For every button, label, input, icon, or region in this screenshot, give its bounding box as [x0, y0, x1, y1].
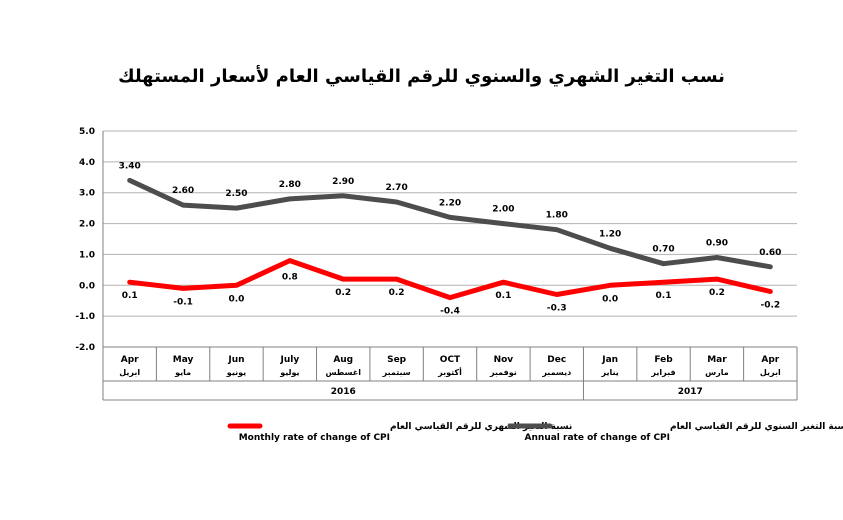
x-tick-label-ar: يوليو: [279, 368, 299, 377]
legend-annual-label-en: Annual rate of change of CPI: [525, 433, 670, 443]
series-layer: [127, 177, 773, 301]
x-tick-label-ar: ابريل: [119, 368, 140, 377]
chart-title: نسب التغير الشهري والسنوي للرقم القياسي …: [118, 66, 725, 87]
x-tick-label: OCT: [440, 355, 461, 365]
y-tick-label: 4.0: [79, 158, 95, 168]
annual-data-label: 3.40: [119, 161, 141, 171]
x-tick-label-ar: مارس: [705, 368, 729, 378]
x-tick-label: Sep: [387, 355, 407, 365]
y-tick-label: -1.0: [75, 312, 95, 322]
monthly-data-label: 0.1: [495, 291, 511, 301]
annual-data-label: 0.90: [706, 239, 728, 249]
x-tick-label-ar: ابريل: [760, 368, 781, 377]
monthly-data-label: 0.1: [122, 291, 138, 301]
y-tick-label: 3.0: [79, 189, 95, 199]
x-tick-label-ar: أكتوبر: [437, 367, 462, 377]
legend-monthly-label-ar: نسبة التغير الشهري للرقم القياسي العام: [390, 422, 572, 432]
x-tick-label: Mar: [707, 355, 727, 365]
x-tick-label: Apr: [121, 355, 139, 365]
monthly-data-label: -0.4: [440, 307, 460, 317]
annual-data-label: 1.20: [599, 229, 621, 239]
x-tick-label: May: [173, 355, 194, 365]
labels-layer: 3.40 2.60 2.50 2.80 2.90 2.70 2.20 2.00 1.80 1.20…: [119, 161, 782, 316]
monthly-data-label: -0.3: [547, 304, 567, 314]
x-tick-label-ar: اغسطس: [326, 368, 362, 378]
monthly-data-label: -0.2: [760, 300, 780, 310]
x-tick-label: Jun: [227, 355, 244, 365]
x-tick-label: Jan: [601, 355, 618, 365]
x-tick-label-ar: يونيو: [226, 368, 246, 377]
monthly-data-label: 0.0: [602, 294, 618, 304]
axes: 5.0 4.0 3.0 2.0 1.0 0.0 -1.0 -2.0 2016 2017 Apr ابر…: [75, 127, 798, 401]
annual-data-label: 0.60: [759, 248, 781, 258]
year-label: 2017: [678, 387, 703, 397]
y-tick-label: 5.0: [79, 127, 95, 137]
annual-data-label: 2.50: [225, 189, 247, 199]
annual-data-label: 2.20: [439, 198, 461, 208]
x-tick-label: Dec: [547, 355, 566, 365]
monthly-rate-line: [127, 258, 773, 301]
y-tick-label: -2.0: [75, 343, 95, 353]
x-tick-label-ar: مايو: [174, 368, 191, 377]
monthly-data-label: 0.0: [228, 294, 244, 304]
x-tick-label: Nov: [494, 355, 514, 365]
y-tick-label: 2.0: [79, 220, 95, 230]
y-tick-label: 1.0: [79, 250, 95, 260]
y-tick-label: 0.0: [79, 281, 95, 291]
x-tick-label-ar: ديسمبر: [541, 368, 571, 377]
monthly-data-label: 0.8: [282, 273, 298, 283]
annual-data-label: 1.80: [546, 211, 568, 221]
x-tick-label: Feb: [654, 355, 673, 365]
monthly-data-label: 0.2: [709, 288, 725, 298]
x-tick-label-ar: يناير: [601, 368, 619, 377]
monthly-data-label: 0.2: [389, 288, 405, 298]
annual-data-label: 0.70: [652, 245, 674, 255]
monthly-data-label: 0.2: [335, 288, 351, 298]
annual-data-label: 2.00: [492, 205, 514, 215]
annual-data-label: 2.80: [279, 180, 301, 190]
x-tick-label-ar: فبراير: [650, 368, 675, 377]
x-tick-label-ar: سبتمبر: [382, 368, 411, 377]
x-tick-label: Aug: [333, 355, 353, 365]
annual-data-label: 2.60: [172, 186, 194, 196]
annual-data-label: 2.90: [332, 177, 354, 187]
legend-annual-label-ar: نسبة التغير السنوي للرقم القياسي العام: [670, 422, 843, 432]
x-tick-label: Apr: [761, 355, 779, 365]
x-tick-label: July: [279, 355, 299, 365]
legend: نسبة التغير الشهري للرقم القياسي العامMo…: [227, 422, 843, 443]
monthly-data-label: -0.1: [173, 297, 193, 307]
annual-data-label: 2.70: [386, 183, 408, 193]
year-label: 2016: [331, 387, 356, 397]
x-tick-label-ar: نوفمبر: [489, 368, 517, 377]
legend-monthly-label-en: Monthly rate of change of CPI: [239, 433, 390, 443]
monthly-data-label: 0.1: [656, 291, 672, 301]
